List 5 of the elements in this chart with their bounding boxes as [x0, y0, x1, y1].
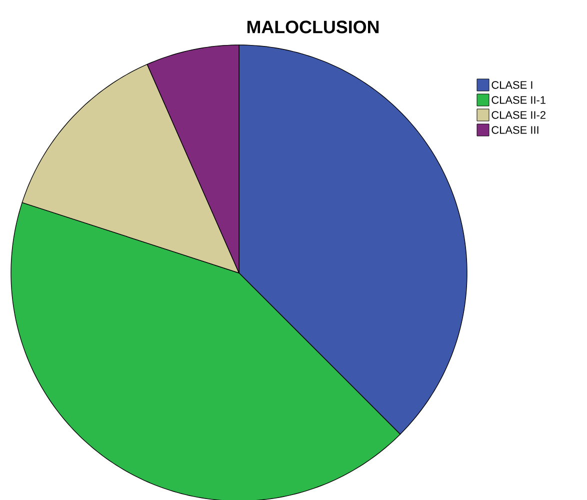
legend-label: CLASE I [492, 81, 532, 89]
chart-title: MALOCLUSION [247, 20, 379, 34]
legend-label: CLASE III [492, 126, 538, 134]
legend-label: CLASE II-2 [492, 111, 546, 119]
legend-label: CLASE II-1 [492, 96, 546, 104]
